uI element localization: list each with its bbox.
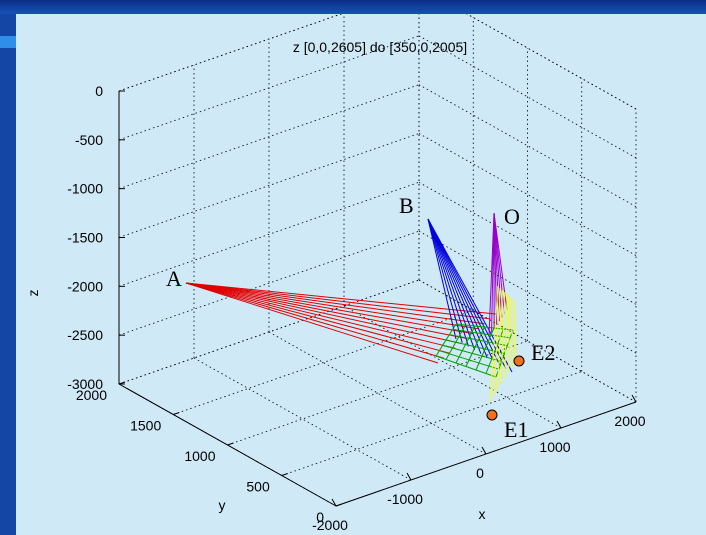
axis-layer: -2000-100001000200005001000150020000-500… xyxy=(25,39,646,533)
x-tick-label: 1000 xyxy=(539,439,570,455)
y-tick-label: 1000 xyxy=(184,448,215,464)
x-tick-label: 0 xyxy=(476,465,484,481)
x-tick-label: 2000 xyxy=(614,413,645,429)
trace-line xyxy=(505,294,507,378)
y-tick-label: 0 xyxy=(316,509,324,525)
y-tick-mark xyxy=(282,474,288,476)
marker-e1 xyxy=(487,410,497,420)
grid-layer xyxy=(119,14,636,506)
z-tick-label: -1500 xyxy=(67,230,103,246)
ray-B xyxy=(428,219,500,365)
z-axis-title: z xyxy=(25,290,41,297)
y-axis-title: y xyxy=(219,497,226,513)
z-tick-label: 0 xyxy=(95,83,103,99)
x-tick-mark xyxy=(482,447,486,454)
grid-line xyxy=(119,134,419,238)
y-tick-mark xyxy=(228,443,234,445)
trace-line xyxy=(512,298,513,366)
z-tick-label: -2500 xyxy=(67,327,103,343)
grid-line xyxy=(282,372,582,476)
y-tick-label: 1500 xyxy=(130,418,161,434)
ray-B xyxy=(428,219,493,361)
grid-line xyxy=(119,231,419,335)
ray-A xyxy=(186,283,484,324)
ray-A xyxy=(186,283,444,358)
chart-3d: -2000-100001000200005001000150020000-500… xyxy=(16,14,706,535)
grid-line xyxy=(194,358,411,480)
point-label-b: B xyxy=(399,193,414,218)
z-tick-label: -500 xyxy=(75,132,103,148)
data-layer xyxy=(186,213,524,420)
plot-panel: -2000-100001000200005001000150020000-500… xyxy=(16,14,706,535)
x-tick-mark xyxy=(632,395,636,402)
trace-line xyxy=(509,296,510,372)
grid-line xyxy=(419,85,636,207)
chart-title: z [0,0,2605] do [350,0,2005] xyxy=(293,39,467,55)
z-tick-label: -1000 xyxy=(67,181,103,197)
x-tick-label: -1000 xyxy=(387,491,423,507)
point-label-a: A xyxy=(166,266,182,291)
ray-B xyxy=(428,219,475,350)
grid-line xyxy=(119,182,419,286)
ray-A xyxy=(186,283,473,334)
ray-A xyxy=(186,283,461,343)
frame-left-accent xyxy=(0,36,16,48)
x-axis-title: x xyxy=(479,506,486,522)
x-tick-mark xyxy=(407,473,411,480)
y-tick-label: 500 xyxy=(246,479,270,495)
y-tick-mark xyxy=(173,413,179,415)
x-tick-mark xyxy=(557,421,561,428)
point-label-e1: E1 xyxy=(504,417,528,442)
ray-A xyxy=(186,283,438,363)
ray-A xyxy=(186,283,455,348)
trace-line xyxy=(514,300,516,360)
frame-top-bar xyxy=(0,0,706,14)
point-label-o: O xyxy=(504,204,520,229)
y-tick-mark xyxy=(336,504,342,506)
z-tick-label: -3000 xyxy=(67,376,103,392)
point-label-e2: E2 xyxy=(531,340,555,365)
z-tick-label: -2000 xyxy=(67,278,103,294)
marker-e2 xyxy=(514,356,524,366)
